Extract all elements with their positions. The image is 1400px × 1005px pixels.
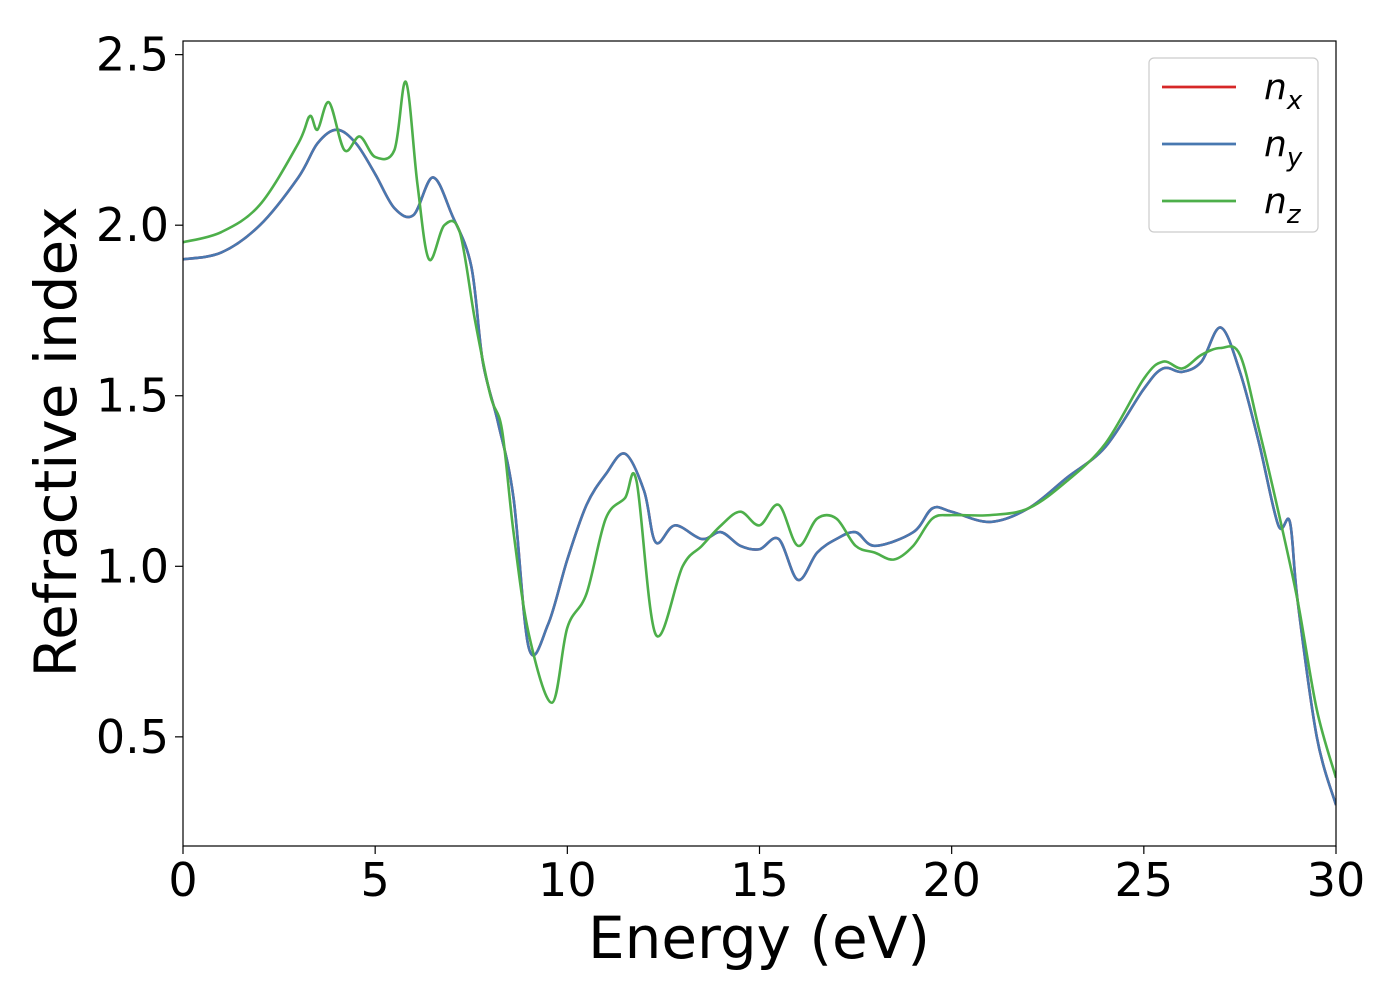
x-tick-label: 0 <box>168 853 197 907</box>
legend-label-y: ny <box>1264 124 1303 173</box>
x-tick-label: 15 <box>730 853 789 907</box>
x-tick-label: 20 <box>922 853 981 907</box>
x-tick-label: 25 <box>1115 853 1174 907</box>
legend-label-x: nx <box>1264 67 1303 116</box>
x-axis-title: Energy (eV) <box>588 904 930 972</box>
series-layer <box>183 80 1336 806</box>
x-tick-label: 30 <box>1307 853 1366 907</box>
x-tick-label: 5 <box>361 853 390 907</box>
y-tick-label: 1.0 <box>96 539 169 593</box>
series-line-y <box>183 128 1336 806</box>
y-axis-title: Refractive index <box>22 206 90 677</box>
y-tick-label: 2.0 <box>96 198 169 252</box>
legend-label-z: nz <box>1264 181 1302 230</box>
legend: nx ny nz <box>1148 57 1319 233</box>
axes-layer: 0 5 10 15 20 25 30 0.5 1.0 1.5 2.0 2.5 <box>96 28 1365 907</box>
y-tick-label: 1.5 <box>96 369 169 423</box>
y-tick-label: 0.5 <box>96 710 169 764</box>
series-line-z <box>183 80 1336 779</box>
x-tick-label: 10 <box>538 853 597 907</box>
y-tick-label: 2.5 <box>96 28 169 82</box>
